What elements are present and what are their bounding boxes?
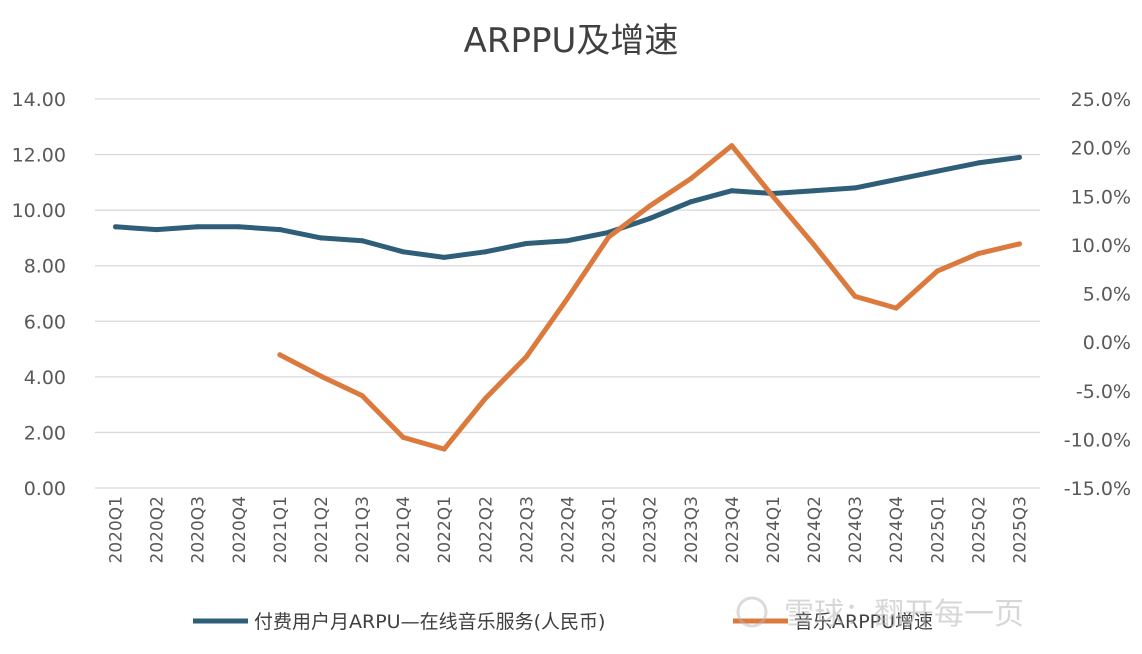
x-tick-label: 2023Q4 <box>723 496 743 563</box>
left-tick-label: 0.00 <box>24 478 66 500</box>
point-arpu <box>195 224 201 230</box>
point-growth <box>934 268 940 274</box>
point-arpu <box>523 240 529 246</box>
left-tick-label: 2.00 <box>24 422 66 444</box>
x-tick-label: 2024Q4 <box>887 496 907 563</box>
point-growth <box>647 203 653 209</box>
point-arpu <box>975 160 981 166</box>
right-axis: -15.0% -10.0% -5.0% 0.0% 5.0% 10.0% 15.0% 20.0%… <box>1064 89 1131 500</box>
left-tick-label: 6.00 <box>24 311 66 333</box>
point-growth <box>606 234 612 240</box>
right-tick-label: 5.0% <box>1083 284 1131 306</box>
right-tick-label: -15.0% <box>1064 478 1131 500</box>
left-tick-label: 14.00 <box>12 89 66 111</box>
x-tick-label: 2020Q3 <box>189 496 209 563</box>
point-arpu <box>852 185 858 191</box>
point-growth <box>770 193 776 199</box>
x-tick-label: 2023Q2 <box>641 496 661 563</box>
x-tick-label: 2021Q4 <box>394 496 414 563</box>
point-growth <box>400 434 406 440</box>
point-growth <box>359 393 365 399</box>
x-tick-label: 2024Q1 <box>764 496 784 563</box>
series-line-growth <box>277 143 1022 452</box>
left-axis: 0.00 2.00 4.00 6.00 8.00 10.00 12.00 14.00 <box>12 89 66 500</box>
point-growth <box>318 373 324 379</box>
point-arpu <box>277 227 283 233</box>
point-growth <box>441 446 447 452</box>
point-arpu <box>934 168 940 174</box>
right-tick-label: 15.0% <box>1071 186 1131 208</box>
x-tick-label: 2022Q1 <box>435 496 455 563</box>
point-growth <box>729 143 735 149</box>
x-tick-label: 2020Q4 <box>230 496 250 563</box>
point-arpu <box>688 199 694 205</box>
point-growth <box>811 242 817 248</box>
left-tick-label: 8.00 <box>24 256 66 278</box>
x-tick-label: 2023Q3 <box>682 496 702 563</box>
point-arpu <box>318 235 324 241</box>
x-tick-label: 2024Q2 <box>805 496 825 563</box>
right-tick-label: 0.0% <box>1083 332 1131 354</box>
x-tick-label: 2022Q3 <box>517 496 537 563</box>
point-arpu <box>482 249 488 255</box>
legend-label-arpu: 付费用户月ARPU—在线音乐服务(人民币) <box>254 611 605 633</box>
left-tick-label: 4.00 <box>24 367 66 389</box>
x-tick-label: 2023Q1 <box>600 496 620 563</box>
x-tick-label: 2025Q3 <box>1010 496 1030 563</box>
point-growth <box>565 295 570 301</box>
legend-label-growth: 音乐ARPPU增速 <box>794 611 933 633</box>
point-growth <box>1016 241 1022 247</box>
x-tick-label: 2021Q3 <box>353 496 373 563</box>
right-tick-label: -5.0% <box>1076 381 1131 403</box>
watermark-logo-icon <box>736 596 768 628</box>
right-tick-label: -10.0% <box>1064 429 1131 451</box>
point-growth <box>482 396 488 402</box>
point-arpu <box>565 238 570 244</box>
watermark-text: 雪球：翻开每一页 <box>784 597 1024 632</box>
point-arpu <box>400 249 406 255</box>
x-tick-label: 2025Q2 <box>969 496 989 563</box>
point-arpu <box>441 254 447 260</box>
x-tick-label: 2021Q1 <box>271 496 291 563</box>
series-layer <box>113 143 1022 452</box>
chart-title: ARPPU及增速 <box>464 21 679 61</box>
x-tick-label: 2020Q1 <box>107 496 127 563</box>
point-arpu <box>359 238 365 244</box>
point-arpu <box>647 215 653 221</box>
point-growth <box>277 352 283 358</box>
point-growth <box>688 176 694 182</box>
x-tick-label: 2025Q1 <box>928 496 948 563</box>
point-growth <box>893 305 899 311</box>
point-arpu <box>1016 154 1022 160</box>
point-arpu <box>236 224 242 230</box>
right-tick-label: 10.0% <box>1071 235 1131 257</box>
point-growth <box>975 251 981 257</box>
x-tick-label: 2022Q2 <box>476 496 496 563</box>
x-axis: 2020Q1 2020Q2 2020Q3 2020Q4 2021Q1 2021Q2 2021… <box>107 496 1031 563</box>
left-tick-label: 12.00 <box>12 145 66 167</box>
point-arpu <box>729 188 735 194</box>
point-arpu <box>893 177 899 183</box>
x-tick-label: 2021Q2 <box>312 496 332 563</box>
point-arpu <box>154 227 160 233</box>
point-arpu <box>113 224 119 230</box>
x-tick-label: 2024Q3 <box>846 496 866 563</box>
point-arpu <box>811 188 817 194</box>
left-tick-label: 10.00 <box>12 200 66 222</box>
x-tick-label: 2020Q2 <box>148 496 168 563</box>
legend: 付费用户月ARPU—在线音乐服务(人民币) 音乐ARPPU增速 <box>193 611 933 633</box>
watermark: 雪球：翻开每一页 <box>736 596 1024 632</box>
right-tick-label: 20.0% <box>1071 138 1131 160</box>
point-growth <box>523 354 529 360</box>
x-tick-label: 2022Q4 <box>559 496 579 563</box>
right-tick-label: 25.0% <box>1071 89 1131 111</box>
gridlines <box>95 98 1040 489</box>
point-growth <box>852 293 858 299</box>
